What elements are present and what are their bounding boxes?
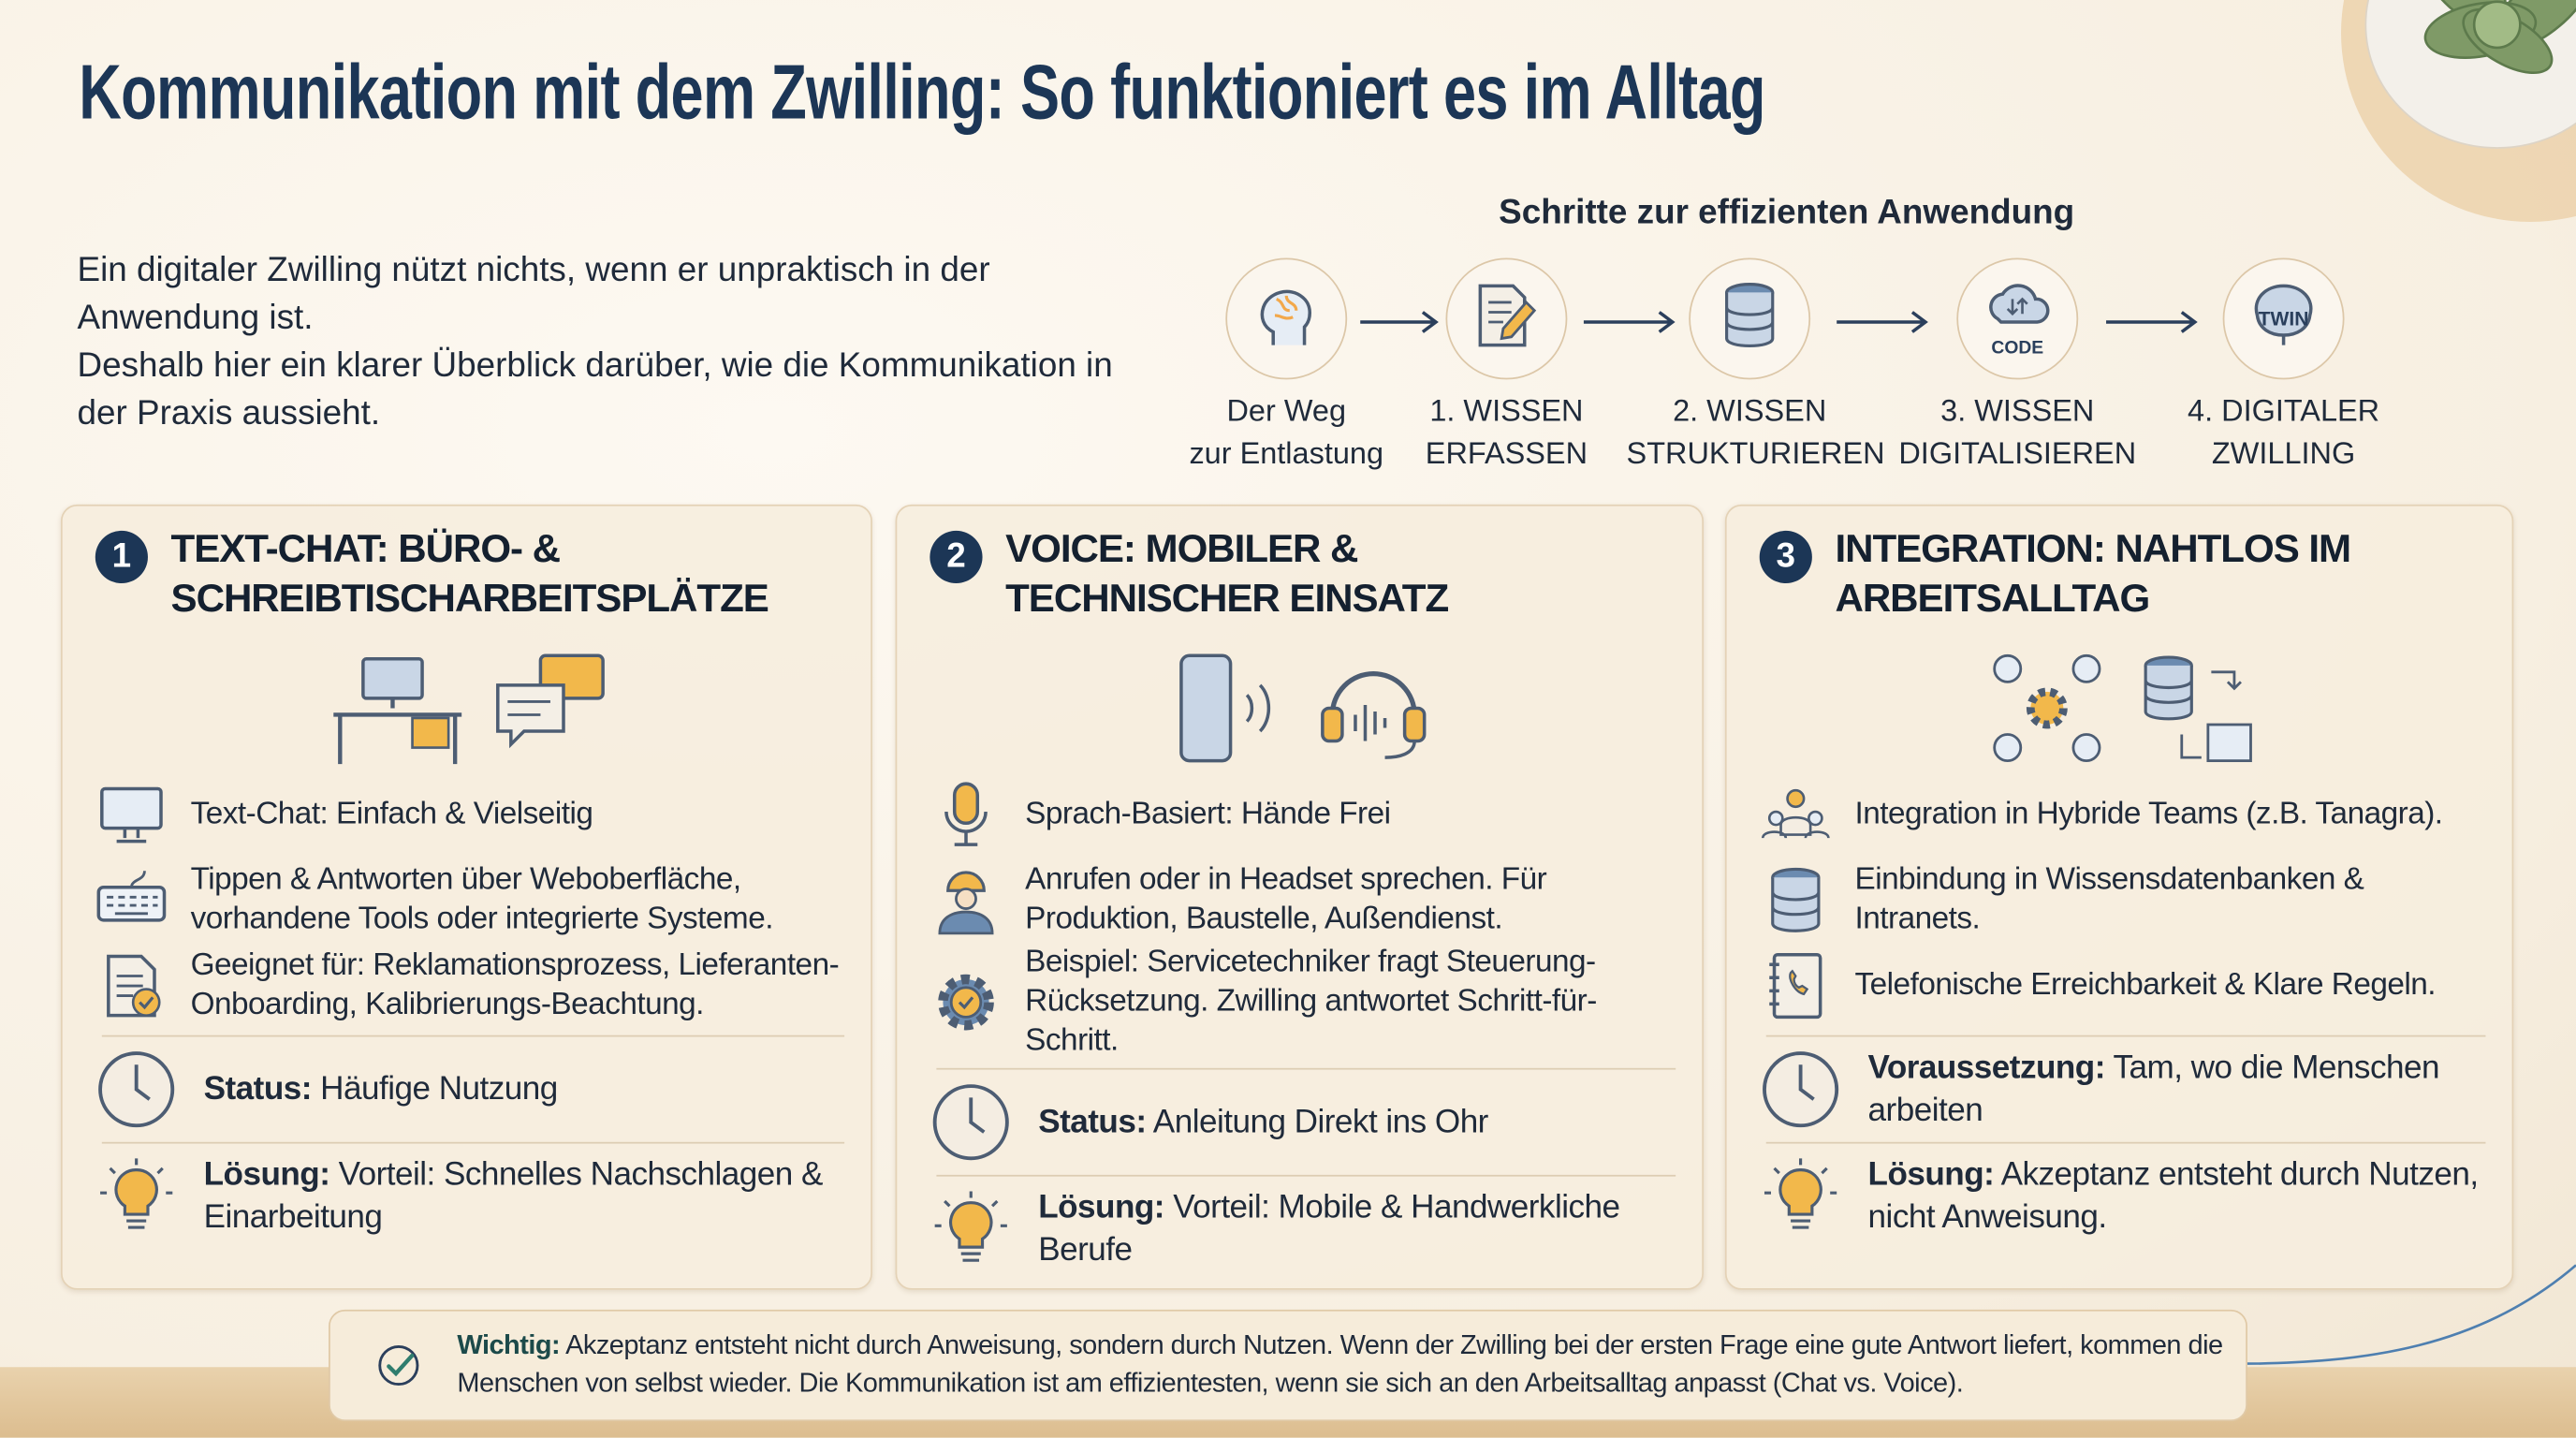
feature-text: Anrufen oder in Headset sprechen. Für Pr… (1025, 862, 1547, 937)
solution-row: Lösung: Akzeptanz entsteht durch Nutzen,… (1760, 1151, 2486, 1242)
icon-text: CODE (1991, 338, 2044, 359)
status-label: Voraussetzung: (1867, 1049, 2106, 1087)
step: 1. WISSEN ERFASSEN (1383, 257, 1630, 476)
status-label: Status: (1038, 1104, 1147, 1141)
step: CODE 3. WISSEN DIGITALISIEREN (1895, 257, 2141, 476)
divider (936, 1174, 1676, 1177)
card-title: INTEGRATION: NAHTLOS IM ARBEITSALLTAG (1835, 527, 2351, 622)
step-icon: TWIN (2222, 257, 2345, 380)
step-label: ERFASSEN (1425, 435, 1588, 470)
step-label: STRUKTURIEREN (1626, 435, 1885, 470)
divider (1765, 1034, 2486, 1037)
card-illustration (95, 644, 844, 772)
solution-label: Lösung: (1038, 1189, 1164, 1226)
card-title: VOICE: MOBILER & TECHNISCHER EINSATZ (1005, 527, 1449, 622)
step-label: 1. WISSEN (1429, 392, 1584, 428)
step: TWIN 4. DIGITALER ZWILLING (2160, 257, 2407, 476)
status-row: Voraussetzung: Tam, wo die Menschen arbe… (1760, 1043, 2486, 1135)
step-label: DIGITALISIEREN (1898, 435, 2137, 470)
cable-decoration (2233, 1264, 2576, 1366)
step-label: zur Entlastung (1189, 435, 1384, 470)
intro-text: Deshalb hier ein klarer Überblick darübe… (77, 346, 1113, 433)
solution-label: Lösung: (1867, 1156, 1995, 1194)
feature-text: Sprach-Basiert: Hände Frei (1025, 797, 1391, 832)
divider (101, 1141, 845, 1144)
feature-text: Beispiel: Servicetechniker fragt Steueru… (1025, 945, 1597, 1059)
feature: Text-Chat: Einfach & Vielseitig (95, 772, 844, 858)
card: 3 INTEGRATION: NAHTLOS IM ARBEITSALLTAG I… (1724, 504, 2514, 1290)
card-title: TEXT-CHAT: BÜRO- & SCHREIBTISCHARBEITSPL… (170, 527, 769, 622)
feature: Tippen & Antworten über Weboberfläche, v… (95, 858, 844, 943)
card-number: 3 (1759, 530, 1812, 584)
feature: Beispiel: Servicetechniker fragt Steueru… (929, 943, 1676, 1061)
card-illustration (1760, 644, 2486, 772)
footer-note: Wichtig: Akzeptanz entsteht nicht durch … (329, 1309, 2247, 1422)
step-label: ZWILLING (2211, 435, 2356, 470)
status-row: Status: Häufige Nutzung (95, 1043, 844, 1135)
feature: Anrufen oder in Headset sprechen. Für Pr… (929, 858, 1676, 943)
solution-row: Lösung: Vorteil: Schnelles Nachschlagen … (95, 1151, 844, 1242)
divider (101, 1034, 845, 1037)
step: Der Weg zur Entlastung (1164, 257, 1410, 476)
divider (1765, 1141, 2486, 1144)
status-row: Status: Anleitung Direkt ins Ohr (929, 1077, 1676, 1168)
divider (936, 1067, 1676, 1070)
step: 2. WISSEN STRUKTURIEREN (1626, 257, 1885, 476)
step-label: 2. WISSEN (1673, 392, 1827, 428)
status-text: Tam, wo die Menschen arbeiten (1867, 1049, 2440, 1129)
feature-text: Text-Chat: Einfach & Vielseitig (190, 797, 593, 832)
intro: Ein digitaler Zwilling nützt nichts, wen… (77, 246, 1161, 437)
solution-text: Vorteil: Schnelles Nachschlagen & Einarb… (203, 1156, 824, 1236)
card-number: 1 (95, 530, 148, 584)
step-label: 4. DIGITALER (2188, 392, 2380, 428)
status-text: Häufige Nutzung (320, 1071, 558, 1108)
feature: Telefonische Erreichbarkeit & Klare Rege… (1760, 943, 2486, 1028)
feature: Geeignet für: Reklamationsprozess, Liefe… (95, 943, 844, 1028)
card: 1 TEXT-CHAT: BÜRO- & SCHREIBTISCHARBEITSP… (60, 504, 872, 1290)
step-arrows (1360, 311, 2198, 333)
solution-text: Akzeptanz entsteht durch Nutzen, nicht A… (1867, 1156, 2480, 1236)
feature: Integration in Hybride Teams (z.B. Tanag… (1760, 772, 2486, 858)
step-icon: CODE (1956, 257, 2079, 380)
icon-text: TWIN (2258, 307, 2309, 330)
feature-text: Telefonische Erreichbarkeit & Klare Rege… (1854, 967, 2437, 1003)
plant-decoration (2341, 0, 2576, 222)
feature-text: Tippen & Antworten über Weboberfläche, v… (190, 862, 774, 937)
intro-text: Ein digitaler Zwilling nützt nichts, wen… (77, 251, 990, 337)
status-label: Status: (203, 1071, 313, 1108)
feature: Einbindung in Wissensdatenbanken & Intra… (1760, 858, 2486, 943)
feature-text: Einbindung in Wissensdatenbanken & Intra… (1854, 862, 2364, 937)
card-number: 2 (929, 530, 983, 584)
step-icon (1689, 257, 1811, 380)
step-label: 3. WISSEN (1940, 392, 2095, 428)
step-label: Der Weg (1226, 392, 1347, 428)
status-text: Anleitung Direkt ins Ohr (1152, 1104, 1489, 1141)
card-illustration (929, 644, 1676, 772)
solution-text: Vorteil: Mobile & Handwerkliche Berufe (1038, 1189, 1620, 1269)
feature: Sprach-Basiert: Hände Frei (929, 772, 1676, 858)
check-icon (376, 1325, 421, 1407)
feature-text: Integration in Hybride Teams (z.B. Tanag… (1854, 797, 2444, 832)
steps-title: Schritte zur effizienten Anwendung (1499, 194, 2075, 232)
step-icon (1445, 257, 1568, 380)
solution-row: Lösung: Vorteil: Mobile & Handwerkliche … (929, 1183, 1676, 1275)
card: 2 VOICE: MOBILER & TECHNISCHER EINSATZ Sp… (895, 504, 1705, 1290)
feature-text: Geeignet für: Reklamationsprozess, Liefe… (190, 947, 840, 1022)
footer-label: Wichtig: (457, 1330, 561, 1361)
footer-text: Akzeptanz entsteht nicht durch Anweisung… (457, 1330, 2223, 1399)
step-icon (1225, 257, 1348, 380)
solution-label: Lösung: (203, 1156, 330, 1194)
title: Kommunikation mit dem Zwilling: So funkt… (79, 47, 1765, 135)
